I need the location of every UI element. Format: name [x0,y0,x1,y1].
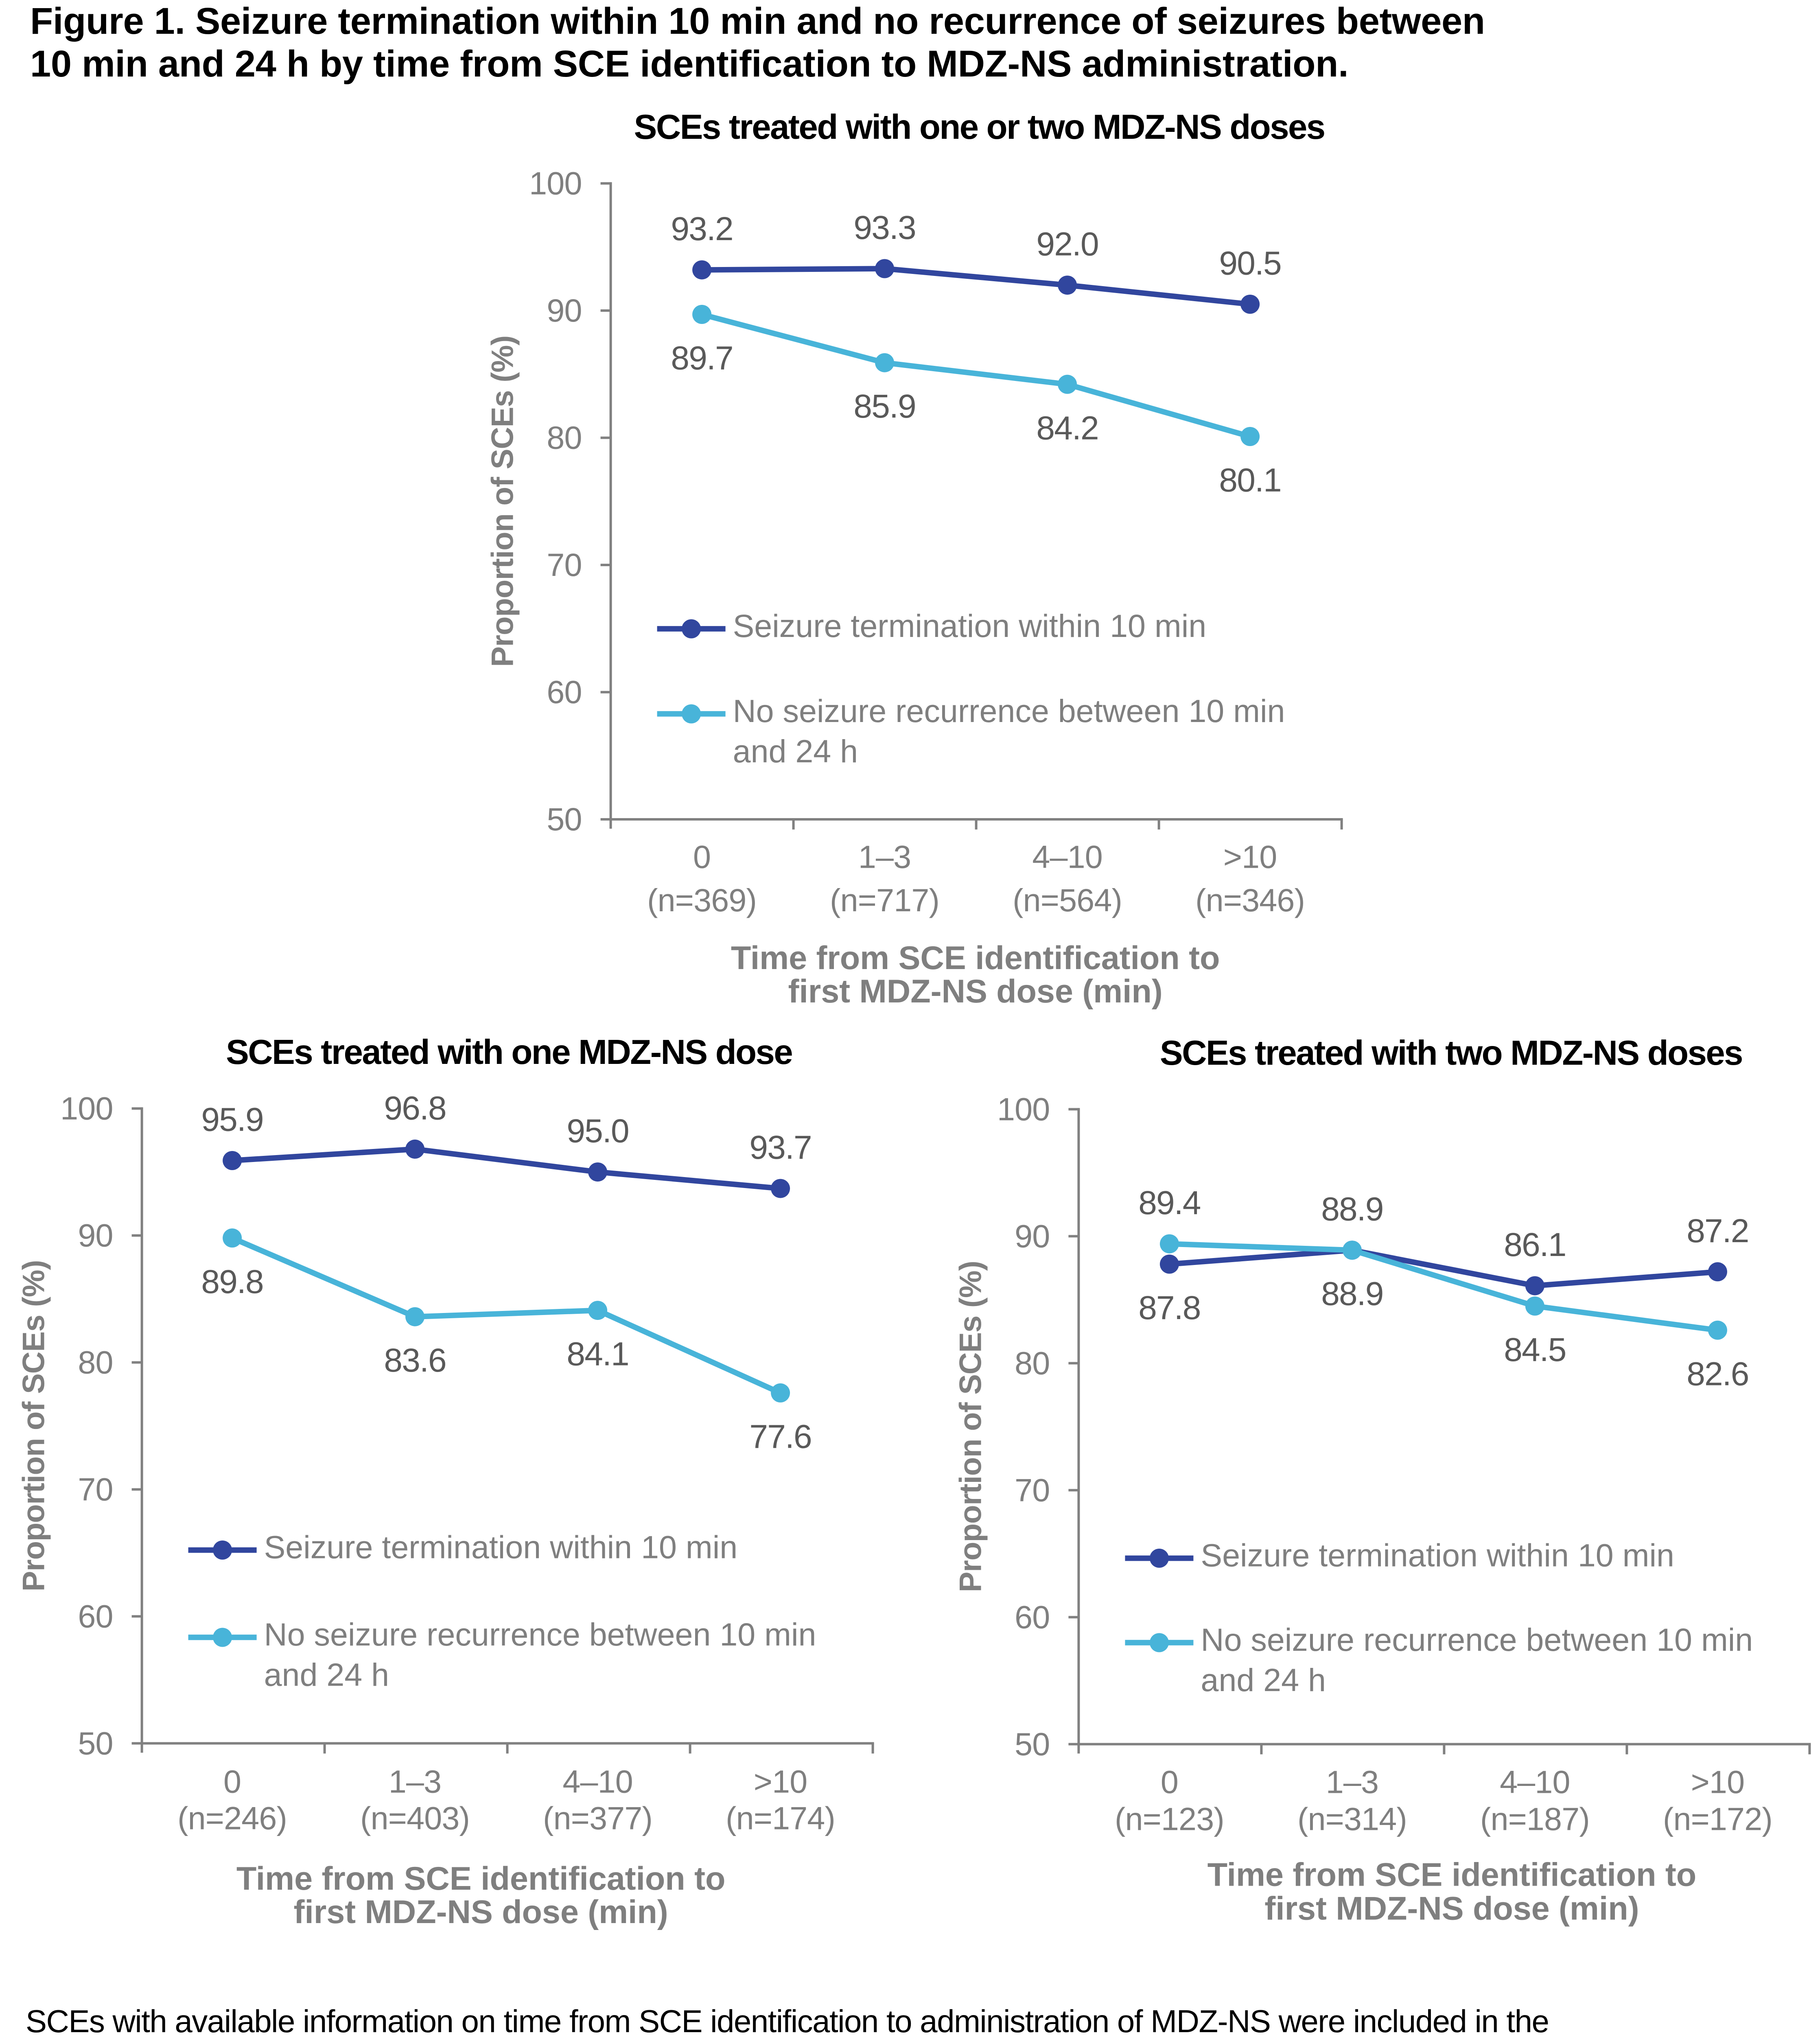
svg-text:(n=369): (n=369) [647,882,757,918]
svg-text:90: 90 [1015,1218,1050,1254]
svg-text:SCEs treated with one MDZ-NS d: SCEs treated with one MDZ-NS dose [226,1033,792,1072]
svg-text:93.2: 93.2 [671,210,733,247]
svg-text:93.7: 93.7 [749,1129,811,1166]
svg-text:90: 90 [78,1217,113,1254]
svg-text:80.1: 80.1 [1219,462,1281,499]
svg-text:50: 50 [547,801,582,837]
svg-text:Seizure termination within 10: Seizure termination within 10 min [733,608,1207,644]
svg-text:90.5: 90.5 [1219,245,1281,282]
svg-text:84.2: 84.2 [1036,409,1098,446]
svg-text:84.5: 84.5 [1504,1331,1566,1368]
svg-text:(n=377): (n=377) [543,1800,652,1836]
svg-text:first MDZ-NS dose (min): first MDZ-NS dose (min) [1264,1891,1639,1927]
svg-text:80: 80 [78,1344,113,1381]
svg-text:No seizure recurrence between: No seizure recurrence between 10 min [733,693,1285,729]
svg-text:SCEs treated with two MDZ-NS d: SCEs treated with two MDZ-NS doses [1160,1034,1742,1072]
svg-text:100: 100 [997,1091,1050,1127]
svg-text:(n=187): (n=187) [1480,1801,1590,1837]
svg-text:82.6: 82.6 [1687,1355,1748,1392]
svg-text:Figure 1. Seizure termination: Figure 1. Seizure termination within 10 … [30,0,1485,42]
svg-text:Proportion of SCEs (%): Proportion of SCEs (%) [486,336,520,667]
svg-text:92.0: 92.0 [1036,226,1098,263]
svg-text:Time from SCE identification t: Time from SCE identification to [731,940,1220,976]
svg-text:70: 70 [547,547,582,583]
svg-text:Seizure termination within 10: Seizure termination within 10 min [1201,1537,1674,1573]
svg-text:(n=314): (n=314) [1297,1801,1407,1837]
svg-text:80: 80 [547,420,582,456]
svg-text:93.3: 93.3 [853,209,915,246]
svg-text:Proportion of SCEs (%): Proportion of SCEs (%) [953,1261,988,1593]
svg-text:100: 100 [60,1090,113,1127]
svg-text:90: 90 [547,292,582,328]
svg-text:87.2: 87.2 [1687,1212,1748,1249]
svg-text:0: 0 [223,1763,241,1799]
svg-text:(n=246): (n=246) [177,1800,287,1836]
svg-text:1–3: 1–3 [1326,1764,1378,1800]
svg-text:and 24 h: and 24 h [733,733,858,769]
svg-text:(n=717): (n=717) [830,882,939,918]
svg-text:89.8: 89.8 [201,1263,263,1300]
svg-text:50: 50 [1015,1726,1050,1762]
svg-text:>10: >10 [1223,838,1277,875]
svg-text:1–3: 1–3 [858,838,911,875]
svg-text:and 24 h: and 24 h [1201,1662,1326,1698]
svg-text:first MDZ-NS dose (min): first MDZ-NS dose (min) [294,1894,668,1930]
svg-text:(n=564): (n=564) [1013,882,1122,918]
svg-text:84.1: 84.1 [567,1336,628,1373]
svg-text:100: 100 [529,165,582,201]
svg-text:95.0: 95.0 [567,1113,628,1150]
svg-text:88.9: 88.9 [1321,1191,1383,1228]
svg-text:(n=174): (n=174) [726,1800,835,1836]
svg-text:60: 60 [1015,1599,1050,1635]
svg-text:96.8: 96.8 [384,1090,446,1127]
svg-text:Proportion of SCEs (%): Proportion of SCEs (%) [17,1260,51,1592]
svg-text:(n=172): (n=172) [1663,1801,1772,1837]
svg-text:>10: >10 [1691,1764,1745,1800]
svg-text:1–3: 1–3 [389,1763,441,1799]
svg-text:95.9: 95.9 [201,1101,263,1138]
svg-text:80: 80 [1015,1345,1050,1381]
svg-text:(n=346): (n=346) [1195,882,1305,918]
svg-text:50: 50 [78,1725,113,1761]
svg-text:SCEs treated with one or two M: SCEs treated with one or two MDZ-NS dose… [634,108,1325,147]
svg-text:first MDZ-NS dose (min): first MDZ-NS dose (min) [788,973,1163,1010]
svg-text:(n=123): (n=123) [1115,1801,1224,1837]
svg-text:89.7: 89.7 [671,340,733,377]
svg-text:77.6: 77.6 [749,1418,811,1455]
svg-text:4–10: 4–10 [562,1763,633,1799]
svg-text:(n=403): (n=403) [360,1800,470,1836]
svg-text:0: 0 [1161,1764,1178,1800]
svg-text:>10: >10 [754,1763,807,1799]
svg-text:10 min and 24 h by time from S: 10 min and 24 h by time from SCE identif… [30,43,1348,85]
svg-text:SCEs with available informatio: SCEs with available information on time … [26,2003,1549,2035]
svg-text:89.4: 89.4 [1138,1184,1201,1221]
svg-text:and 24 h: and 24 h [264,1656,389,1693]
svg-text:83.6: 83.6 [384,1342,446,1379]
svg-text:86.1: 86.1 [1504,1226,1566,1263]
svg-text:Time from SCE identification t: Time from SCE identification to [1208,1857,1697,1893]
svg-text:Seizure termination within 10: Seizure termination within 10 min [264,1529,738,1565]
svg-text:60: 60 [547,674,582,710]
svg-text:0: 0 [693,838,711,875]
svg-text:85.9: 85.9 [853,388,915,425]
svg-text:No seizure recurrence between: No seizure recurrence between 10 min [1201,1621,1753,1658]
svg-text:87.8: 87.8 [1138,1289,1200,1326]
svg-text:Time from SCE identification t: Time from SCE identification to [236,1860,726,1897]
svg-text:88.9: 88.9 [1321,1276,1383,1313]
svg-text:60: 60 [78,1598,113,1634]
svg-text:4–10: 4–10 [1500,1764,1570,1800]
svg-text:70: 70 [1015,1472,1050,1508]
svg-text:70: 70 [78,1471,113,1508]
svg-text:4–10: 4–10 [1032,838,1102,875]
svg-text:No seizure recurrence between: No seizure recurrence between 10 min [264,1616,816,1652]
